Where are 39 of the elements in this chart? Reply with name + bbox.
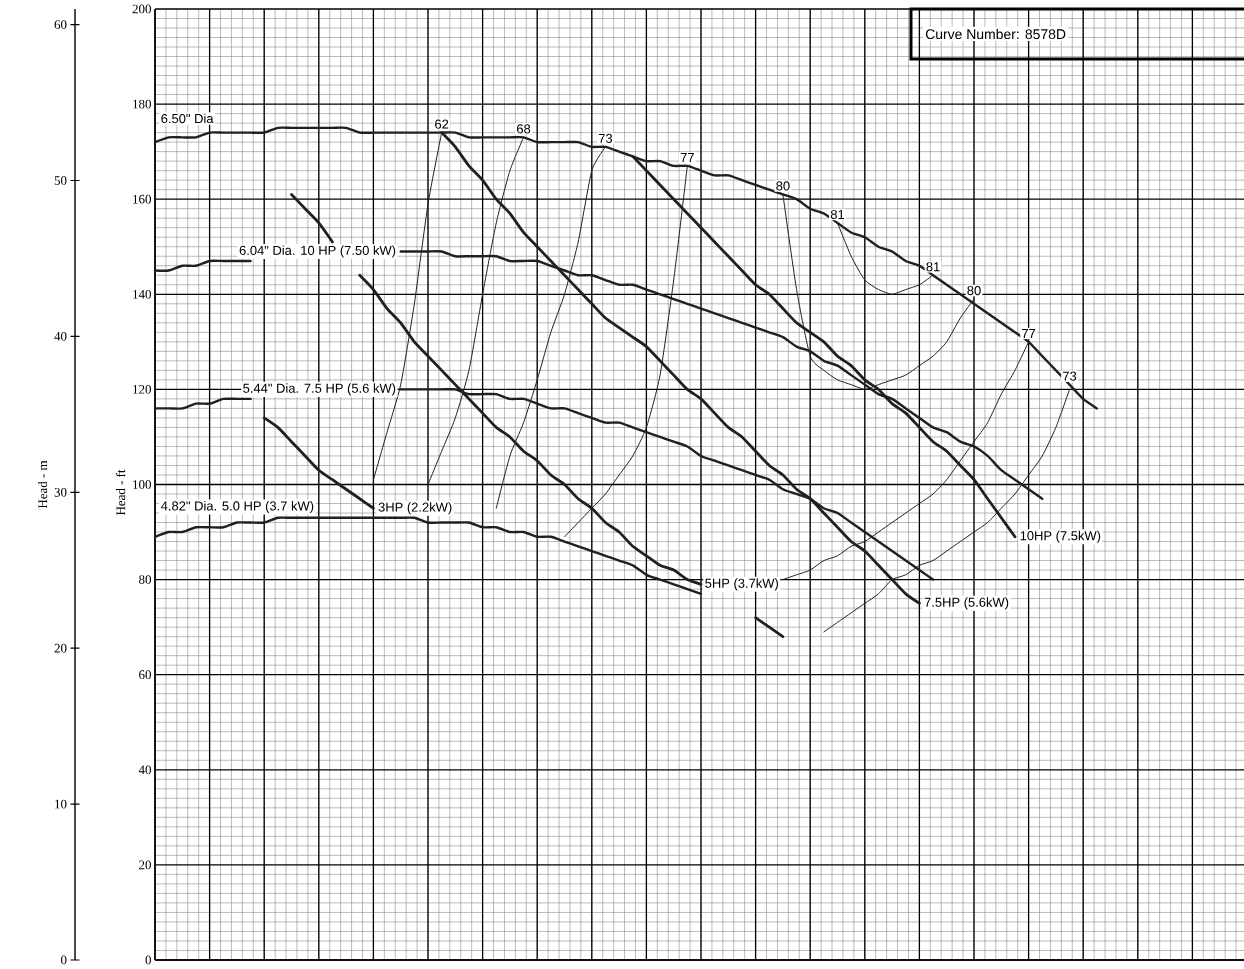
series-label: 5.44" Dia. 7.5 HP (5.6 kW) [243,383,396,396]
text: 80 [776,181,790,191]
y2-tick-label: 20 [54,643,67,653]
series-label: 80 [967,285,981,296]
y-tick-label: 180 [133,99,151,109]
y2-axis-title: Head - m [38,460,48,509]
series-label: 81 [926,262,940,272]
y2-tick-label: 40 [54,332,67,341]
y-tick-label: 40 [138,765,151,775]
series-label: 6.50" Dia [161,113,214,124]
series-label: 73 [1063,371,1077,381]
y2-tick-label: 0 [61,955,67,965]
y-tick-label: 120 [133,385,151,394]
y2-tick-label: 10 [55,799,67,809]
series-label: 73 [598,133,613,143]
series-label: 6.04" Dia. 10 HP (7.50 kW) [239,245,396,258]
y-tick-label: 60 [139,670,151,680]
y-tick-label: 100 [133,480,151,489]
series-label: 7.5HP (5.6kW) [924,597,1009,610]
series-label: 77 [680,153,694,162]
series-label: 4.82" Dia. 5.0 HP (3.7 kW) [161,500,314,514]
y-tick-label: 200 [132,4,151,14]
series-label: 62 [435,119,449,129]
text: 81 [830,209,845,220]
y-axis-title: Head - ft [115,469,126,516]
annotation: Curve Number: 8578D [925,28,1066,40]
series-label: 3HP (2.2kW) [378,502,452,515]
y2-tick-label: 60 [54,20,67,29]
y-tick-label: 0 [145,955,151,965]
y2-tick-label: 50 [54,176,67,185]
series-label: 68 [517,124,531,134]
y-tick-label: 140 [133,289,151,299]
y-tick-label: 160 [133,194,151,204]
series-label: 5HP (3.7kW) [705,578,779,591]
y-tick-label: 80 [139,575,151,584]
y2-tick-label: 30 [54,487,67,497]
series-label: 10HP (7.5kW) [1020,530,1101,543]
series-label: 77 [1022,329,1036,338]
y-tick-label: 20 [139,860,151,870]
